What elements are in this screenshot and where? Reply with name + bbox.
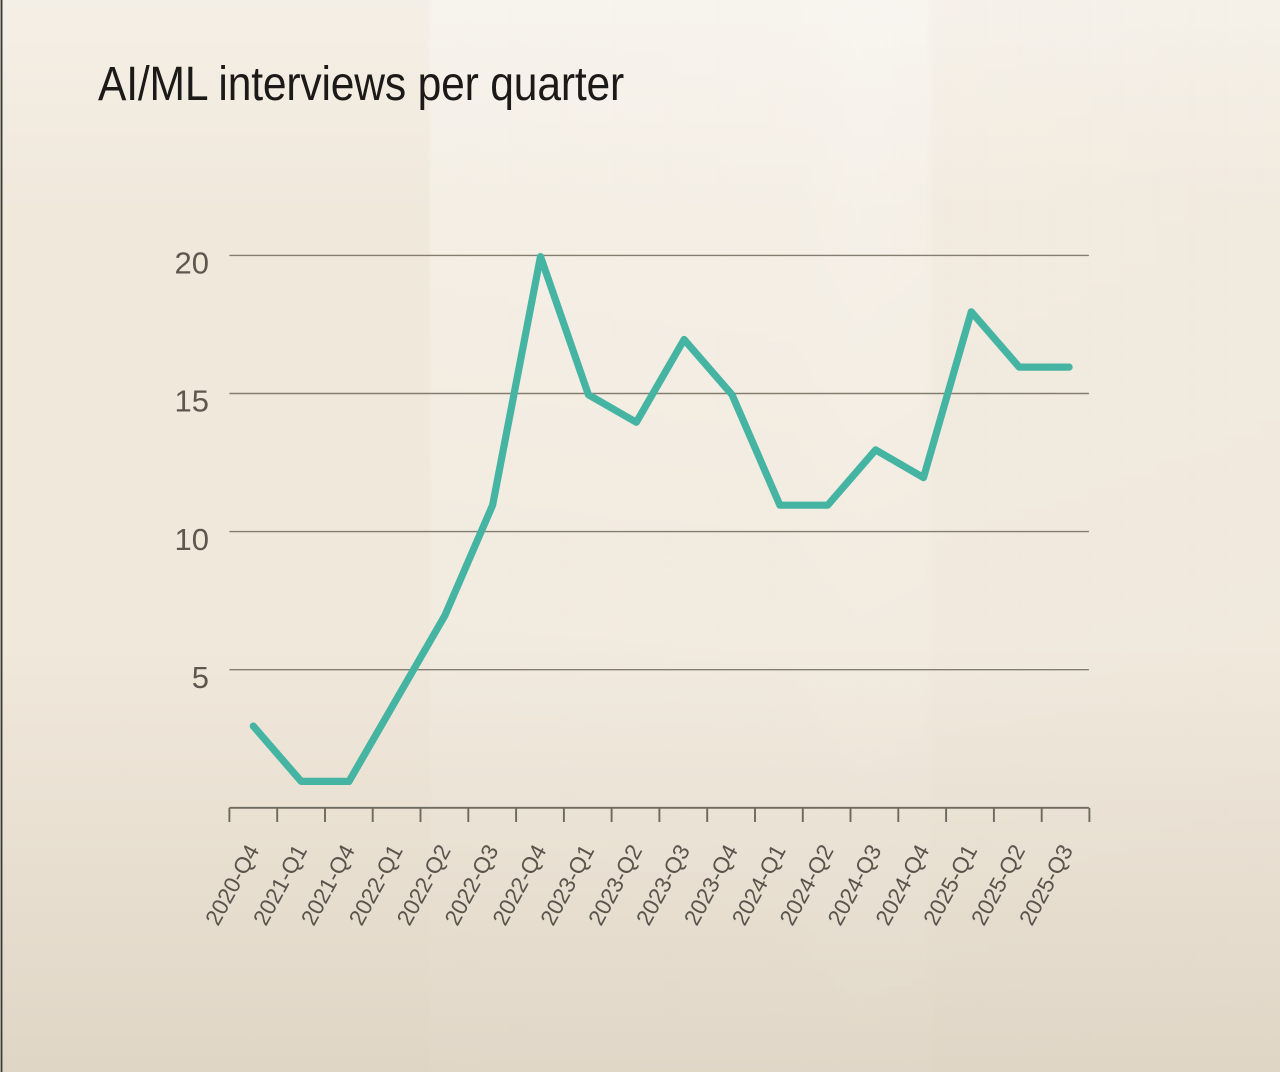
svg-text:20: 20 [175, 246, 209, 281]
svg-text:5: 5 [192, 660, 209, 695]
svg-text:15: 15 [175, 384, 209, 419]
svg-text:10: 10 [175, 522, 209, 557]
